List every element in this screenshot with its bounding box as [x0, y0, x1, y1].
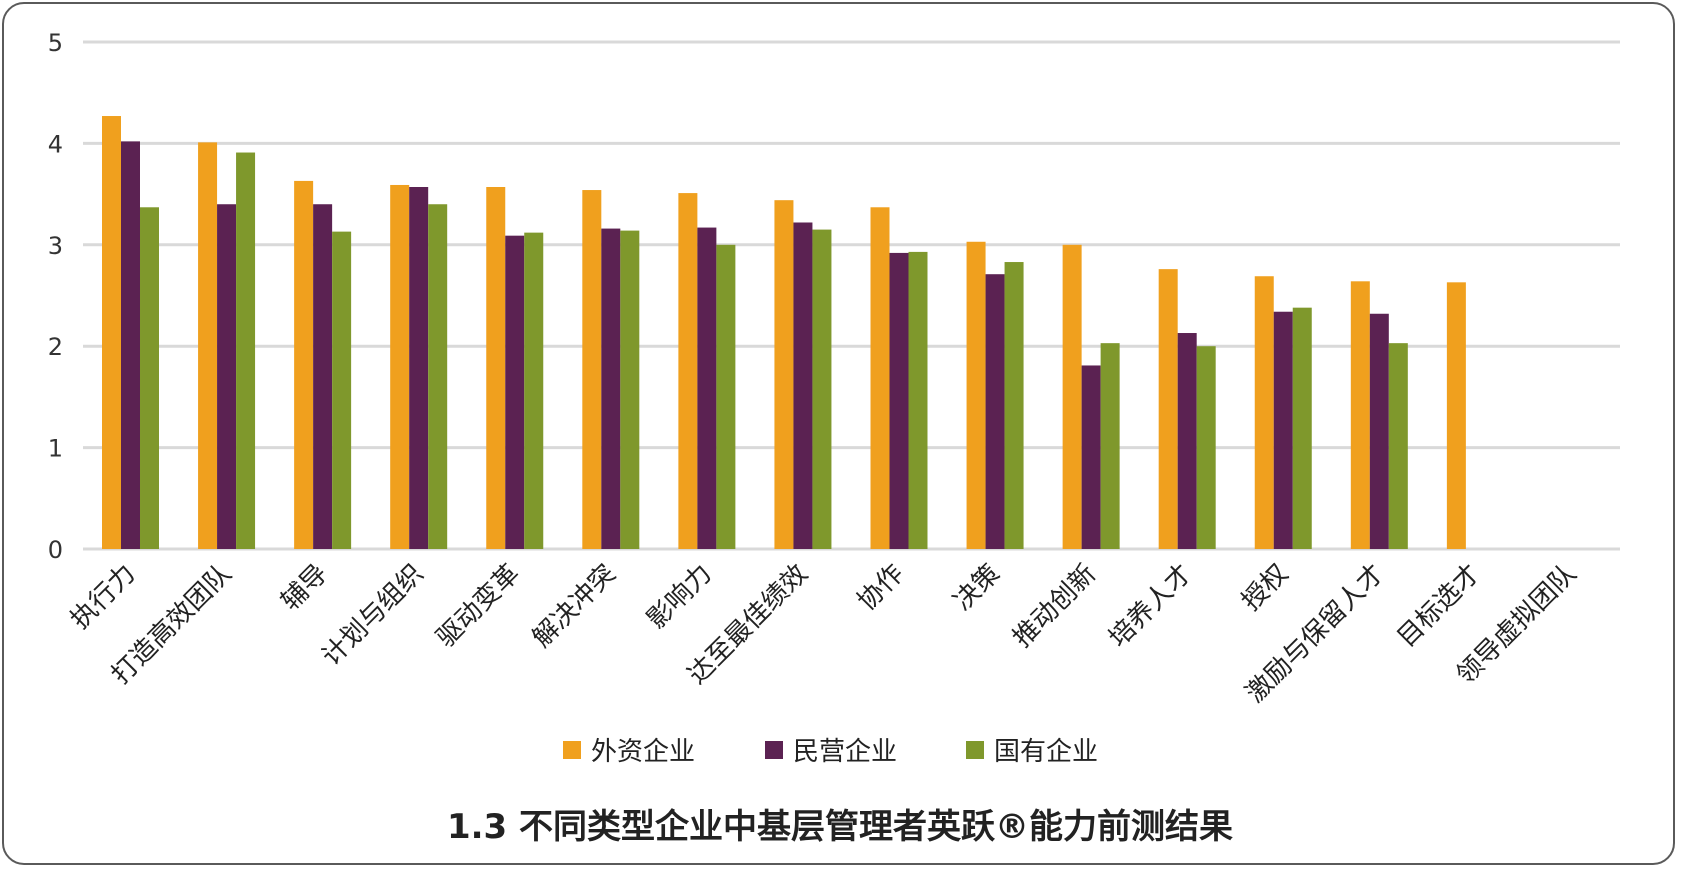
bar: [332, 231, 352, 550]
bar: [1273, 311, 1293, 549]
x-category-label: 执行力: [65, 559, 141, 635]
bar: [1446, 282, 1466, 549]
bar: [870, 207, 890, 550]
bar: [1081, 365, 1101, 549]
bar: [1254, 276, 1274, 549]
bar: [1004, 262, 1024, 549]
bar: [313, 204, 333, 550]
bar: [966, 241, 986, 549]
bar: [1158, 269, 1178, 549]
x-category-label: 计划与组织: [316, 559, 429, 672]
x-category-label: 培养人才: [1103, 559, 1198, 654]
bar: [620, 230, 640, 549]
x-category-label: 驱动变革: [431, 559, 526, 654]
bar: [486, 187, 506, 549]
bar: [1369, 313, 1389, 549]
bar: [1350, 281, 1370, 549]
x-category-label: 影响力: [641, 559, 717, 635]
bar: [1292, 307, 1312, 549]
legend-swatch: [563, 741, 581, 759]
y-tick-label: 4: [48, 130, 63, 158]
x-category-label: 授权: [1236, 559, 1294, 617]
x-category-label: 解决冲突: [527, 559, 622, 654]
bar: [390, 184, 410, 549]
bar: [140, 207, 159, 550]
bar: [198, 142, 218, 550]
x-category-label: 辅导: [276, 559, 334, 617]
bar: [524, 232, 544, 549]
y-tick-label: 3: [48, 232, 63, 260]
bar: [793, 222, 813, 549]
bar: [1062, 244, 1082, 550]
bar: [889, 252, 909, 550]
bar: [716, 244, 736, 550]
x-category-label: 推动创新: [1007, 559, 1102, 654]
bar: [812, 229, 832, 549]
bar: [294, 180, 314, 549]
legend-label: 外资企业: [591, 737, 695, 767]
x-category-label: 协作: [852, 559, 910, 617]
bar: [102, 116, 121, 549]
bar: [985, 274, 1005, 549]
bar: [678, 193, 698, 549]
bar: [505, 235, 525, 549]
bar: [582, 190, 602, 549]
legend: 外资企业 民营企业 国有企业: [563, 737, 1098, 767]
bar: [601, 228, 621, 550]
x-category-label: 决策: [948, 559, 1006, 617]
bar: [1388, 343, 1408, 549]
y-axis-ticks: 0 1 2 3 4 5: [48, 29, 63, 564]
bar: [774, 200, 794, 549]
bar: [1177, 333, 1197, 549]
x-category-label: 目标选才: [1392, 559, 1487, 654]
bar: [428, 204, 448, 550]
y-tick-label: 5: [48, 29, 63, 57]
legend-label: 国有企业: [994, 737, 1098, 767]
legend-swatch: [765, 741, 783, 759]
bar: [217, 204, 237, 550]
legend-label: 民营企业: [793, 737, 897, 767]
y-tick-label: 1: [48, 435, 63, 463]
bar: [1196, 346, 1216, 549]
chart-title: 1.3 不同类型企业中基层管理者英跃®能力前测结果: [447, 807, 1233, 847]
bar: [236, 152, 256, 549]
bar: [1100, 343, 1120, 549]
bars: [102, 116, 1466, 550]
y-tick-label: 2: [48, 333, 63, 361]
bar: [908, 251, 928, 549]
bar: [697, 227, 717, 549]
legend-swatch: [966, 741, 984, 759]
y-tick-label: 0: [48, 536, 63, 564]
bar: [121, 141, 140, 549]
bar: [409, 187, 429, 549]
